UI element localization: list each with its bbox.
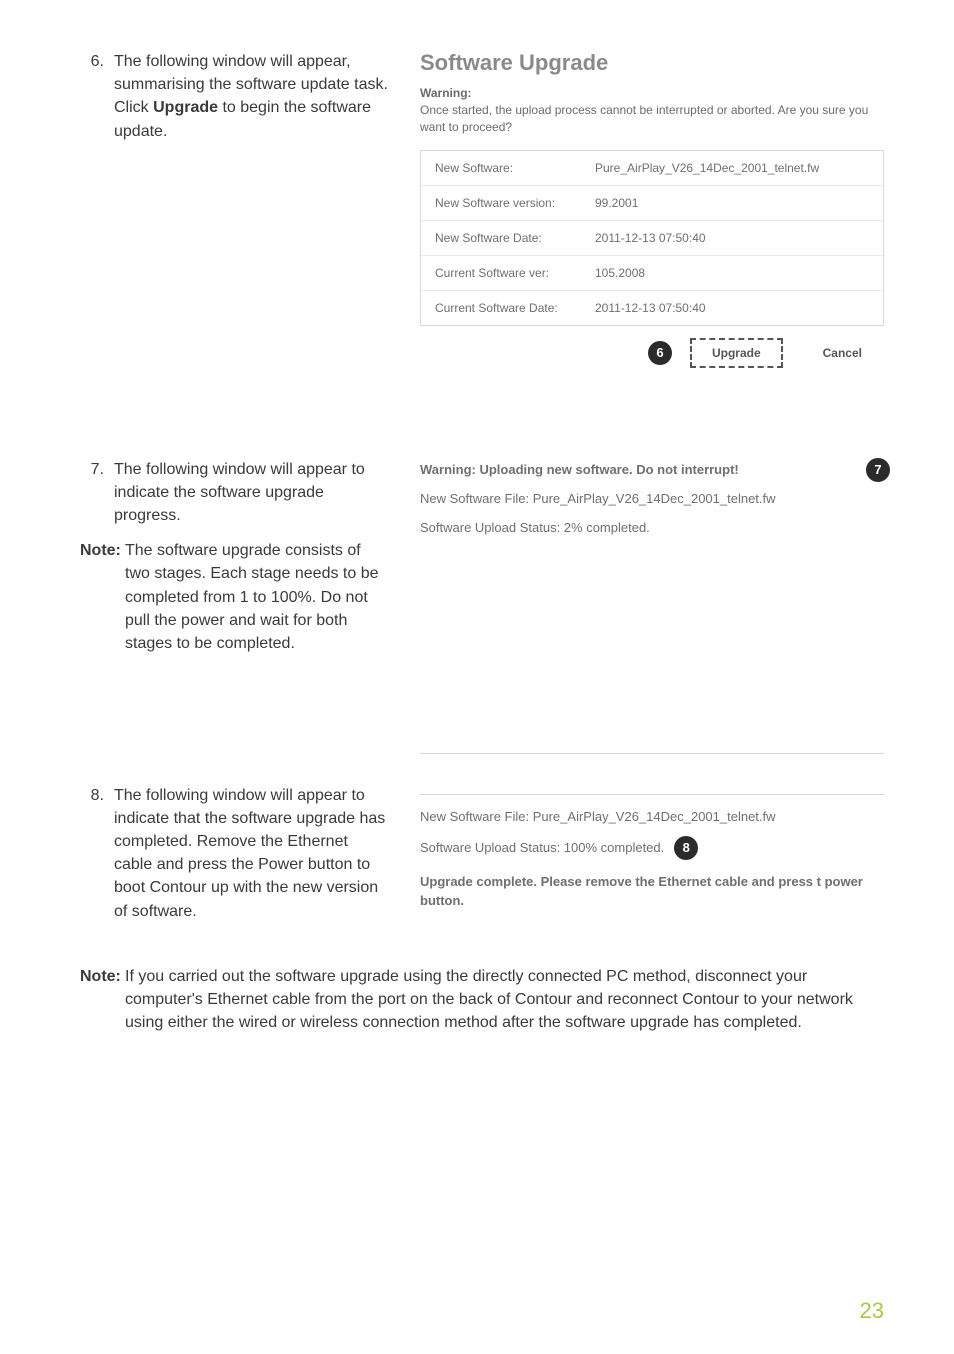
new-software-file: New Software File: Pure_AirPlay_V26_14De… — [420, 809, 884, 824]
upgrade-button[interactable]: Upgrade — [690, 338, 783, 368]
upgrade-complete-msg: Upgrade complete. Please remove the Ethe… — [420, 872, 884, 911]
table-row: Current Software ver: 105.2008 — [421, 255, 883, 290]
software-info-table: New Software: Pure_AirPlay_V26_14Dec_200… — [420, 150, 884, 326]
upload-status: Software Upload Status: 2% completed. — [420, 520, 884, 535]
note7-text: The software upgrade consists of two sta… — [125, 539, 390, 655]
note-label: Note: — [80, 539, 125, 655]
info-key: New Software: — [435, 161, 595, 175]
table-row: New Software Date: 2011-12-13 07:50:40 — [421, 220, 883, 255]
info-val: 2011-12-13 07:50:40 — [595, 301, 869, 315]
table-row: Current Software Date: 2011-12-13 07:50:… — [421, 290, 883, 325]
step6-text: The following window will appear, summar… — [114, 50, 390, 143]
page-number: 23 — [860, 1298, 884, 1324]
step7-number: 7. — [80, 458, 114, 528]
cancel-button[interactable]: Cancel — [801, 338, 884, 368]
step8-text: The following window will appear to indi… — [114, 784, 390, 923]
note-label: Note: — [80, 965, 125, 1035]
new-software-file: New Software File: Pure_AirPlay_V26_14De… — [420, 491, 884, 506]
info-val: Pure_AirPlay_V26_14Dec_2001_telnet.fw — [595, 161, 869, 175]
step6-text-bold: Upgrade — [153, 99, 218, 116]
warning-text: Once started, the upload process cannot … — [420, 102, 884, 136]
info-key: Current Software Date: — [435, 301, 595, 315]
step6-number: 6. — [80, 50, 114, 143]
step7-text: The following window will appear to indi… — [114, 458, 390, 528]
software-upgrade-heading: Software Upgrade — [420, 50, 884, 76]
note-final-text: If you carried out the software upgrade … — [125, 965, 884, 1035]
divider — [420, 794, 884, 795]
info-val: 105.2008 — [595, 266, 869, 280]
upload-warning: Warning: Uploading new software. Do not … — [420, 462, 884, 477]
info-val: 2011-12-13 07:50:40 — [595, 231, 869, 245]
table-row: New Software version: 99.2001 — [421, 185, 883, 220]
table-row: New Software: Pure_AirPlay_V26_14Dec_200… — [421, 151, 883, 185]
callout-badge-6: 6 — [648, 341, 672, 365]
info-key: Current Software ver: — [435, 266, 595, 280]
upload-status: Software Upload Status: 100% completed. — [420, 840, 664, 855]
callout-badge-7: 7 — [866, 458, 890, 482]
info-key: New Software Date: — [435, 231, 595, 245]
info-key: New Software version: — [435, 196, 595, 210]
warning-label: Warning: — [420, 86, 884, 100]
divider — [420, 753, 884, 754]
info-val: 99.2001 — [595, 196, 869, 210]
step8-number: 8. — [80, 784, 114, 923]
callout-badge-8: 8 — [674, 836, 698, 860]
